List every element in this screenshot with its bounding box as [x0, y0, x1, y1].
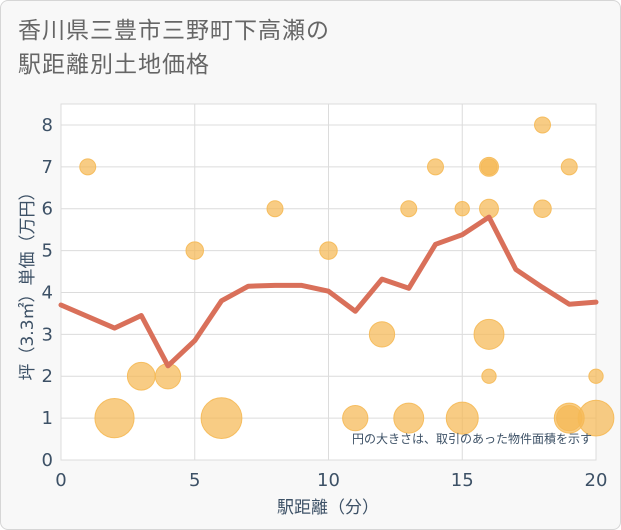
chart-title-line2: 駅距離別土地価格 [18, 52, 210, 78]
x-tick-label: 10 [317, 470, 340, 491]
y-tick-label: 6 [42, 199, 53, 220]
data-bubble [400, 200, 418, 218]
series-line-average-price [58, 214, 599, 369]
data-bubble [94, 398, 135, 439]
chart-title-line1: 香川県三豊市三野町下高瀬の [18, 18, 330, 44]
data-bubble [185, 241, 205, 260]
data-bubble [588, 368, 604, 384]
data-bubble [534, 116, 551, 134]
data-bubble [445, 401, 479, 435]
data-bubble [560, 158, 578, 176]
x-tick-label: 5 [189, 470, 200, 491]
data-bubble [342, 404, 369, 432]
data-bubble [533, 199, 552, 218]
data-bubble [266, 200, 284, 218]
x-tick-label: 15 [451, 470, 474, 491]
data-bubble [481, 368, 497, 384]
data-bubble [480, 158, 498, 176]
data-bubble [427, 158, 444, 176]
x-axis-title: 駅距離（分） [277, 498, 379, 518]
y-axis-title: 坪（3.3㎡）単価（万円） [18, 183, 38, 380]
y-tick-label: 4 [42, 282, 53, 303]
y-tick-label: 8 [42, 115, 53, 136]
y-tick-label: 5 [42, 241, 53, 262]
data-bubble [126, 361, 156, 391]
data-bubble [393, 402, 425, 434]
x-tick-label: 20 [585, 470, 608, 491]
y-tick-label: 7 [42, 157, 53, 178]
y-tick-label: 2 [42, 366, 53, 387]
y-tick-label: 0 [42, 450, 53, 471]
bubble-size-note: 円の大きさは、取引のあった物件面積を示す [352, 431, 592, 446]
data-bubble [368, 321, 396, 348]
data-bubble [79, 158, 97, 176]
x-tick-label: 0 [55, 470, 66, 491]
data-bubble [473, 318, 505, 350]
data-bubble [454, 201, 470, 217]
data-bubble [319, 241, 338, 260]
y-tick-label: 1 [42, 408, 53, 429]
data-bubble [200, 397, 243, 440]
chart-title: 香川県三豊市三野町下高瀬の 駅距離別土地価格 [18, 14, 330, 82]
data-bubble [577, 399, 615, 437]
y-tick-label: 3 [42, 324, 53, 345]
